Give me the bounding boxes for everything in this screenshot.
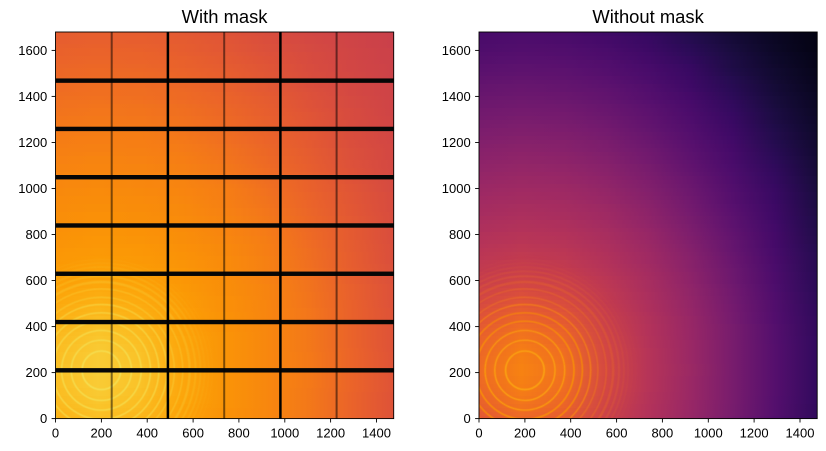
svg-text:400: 400 xyxy=(136,425,158,440)
svg-text:0: 0 xyxy=(40,411,47,426)
svg-text:1400: 1400 xyxy=(362,425,391,440)
svg-text:800: 800 xyxy=(25,227,47,242)
svg-text:400: 400 xyxy=(560,425,582,440)
svg-text:400: 400 xyxy=(25,319,47,334)
svg-text:200: 200 xyxy=(449,365,471,380)
svg-text:200: 200 xyxy=(25,365,47,380)
svg-text:200: 200 xyxy=(514,425,536,440)
svg-text:1400: 1400 xyxy=(18,89,47,104)
svg-text:1000: 1000 xyxy=(442,181,471,196)
svg-text:1200: 1200 xyxy=(18,135,47,150)
svg-text:200: 200 xyxy=(91,425,113,440)
svg-text:1000: 1000 xyxy=(694,425,723,440)
svg-text:600: 600 xyxy=(449,273,471,288)
svg-text:600: 600 xyxy=(182,425,204,440)
svg-text:1600: 1600 xyxy=(442,43,471,58)
svg-text:1200: 1200 xyxy=(740,425,769,440)
svg-text:1200: 1200 xyxy=(316,425,345,440)
svg-text:1000: 1000 xyxy=(270,425,299,440)
svg-text:600: 600 xyxy=(25,273,47,288)
svg-text:400: 400 xyxy=(449,319,471,334)
svg-text:800: 800 xyxy=(449,227,471,242)
svg-text:1400: 1400 xyxy=(442,89,471,104)
svg-text:800: 800 xyxy=(228,425,250,440)
svg-text:0: 0 xyxy=(463,411,470,426)
svg-text:Without mask: Without mask xyxy=(592,6,704,27)
svg-text:1400: 1400 xyxy=(786,425,815,440)
svg-text:600: 600 xyxy=(606,425,628,440)
svg-text:0: 0 xyxy=(52,425,59,440)
svg-text:1000: 1000 xyxy=(18,181,47,196)
svg-text:0: 0 xyxy=(475,425,482,440)
svg-text:With mask: With mask xyxy=(182,6,269,27)
svg-text:800: 800 xyxy=(652,425,674,440)
svg-text:1200: 1200 xyxy=(442,135,471,150)
svg-text:1600: 1600 xyxy=(18,43,47,58)
